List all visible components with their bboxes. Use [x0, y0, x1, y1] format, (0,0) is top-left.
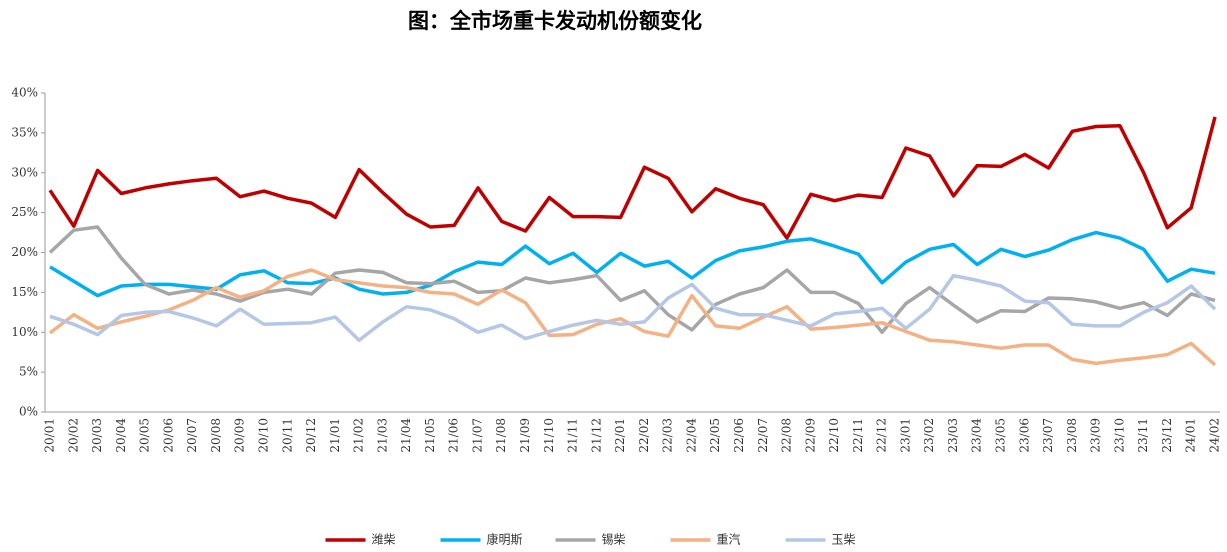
x-tick-label: 23/12 [1160, 418, 1174, 453]
x-tick-label: 21/12 [589, 418, 603, 453]
x-tick-label: 20/09 [233, 418, 247, 453]
series-line [48, 268, 1217, 367]
x-tick-label: 20/10 [256, 418, 270, 453]
chart-title: 图：全市场重卡发动机份额变化 [408, 9, 702, 33]
y-tick-label: 10% [11, 325, 38, 339]
y-tick-label: 0% [19, 405, 38, 419]
x-tick-label: 22/01 [613, 418, 627, 453]
y-tick-label: 40% [11, 86, 38, 100]
x-tick-label: 20/12 [304, 418, 318, 453]
x-tick-label: 20/03 [90, 418, 104, 453]
x-tick-label: 24/01 [1184, 418, 1198, 453]
x-tick-label: 21/11 [566, 418, 580, 453]
x-tick-label: 20/11 [280, 418, 294, 453]
x-tick-label: 22/09 [803, 418, 817, 453]
x-tick-label: 23/08 [1065, 418, 1079, 453]
x-tick-label: 22/07 [756, 418, 770, 453]
series-line [49, 230, 1216, 298]
x-tick-label: 21/09 [518, 418, 532, 453]
x-tick-label: 22/10 [827, 418, 841, 453]
x-tick-label: 23/06 [1017, 418, 1031, 453]
x-tick-label: 23/01 [898, 418, 912, 453]
x-tick-label: 23/11 [1136, 418, 1150, 453]
x-tick-label: 20/04 [114, 418, 128, 453]
x-tick-label: 23/07 [1041, 418, 1055, 453]
x-tick-label: 21/07 [470, 418, 484, 453]
y-tick-label: 35% [11, 125, 38, 139]
legend-label: 玉柴 [832, 533, 856, 547]
y-tick-label: 20% [11, 245, 38, 259]
x-tick-label: 21/10 [542, 418, 556, 453]
x-tick-label: 20/06 [161, 418, 175, 453]
legend-label: 重汽 [717, 532, 741, 547]
legend-label: 锡柴 [602, 532, 626, 547]
legend-label: 康明斯 [487, 532, 523, 547]
x-tick-label: 22/03 [661, 418, 675, 453]
y-tick-label: 5% [19, 365, 38, 379]
x-tick-label: 21/03 [375, 418, 389, 453]
x-tick-label: 22/12 [875, 418, 889, 453]
x-tick-label: 24/02 [1208, 418, 1222, 453]
x-tick-label: 22/02 [637, 418, 651, 453]
x-tick-label: 21/01 [328, 418, 342, 453]
x-tick-label: 22/08 [780, 418, 794, 453]
x-tick-label: 20/08 [209, 418, 223, 453]
x-tick-label: 21/04 [399, 418, 413, 453]
series-line [48, 116, 1217, 240]
x-tick-label: 23/09 [1089, 418, 1103, 453]
x-tick-label: 23/05 [994, 418, 1008, 453]
x-tick-label: 22/11 [851, 418, 865, 453]
x-tick-label: 23/03 [946, 418, 960, 453]
x-tick-label: 21/02 [352, 418, 366, 453]
y-tick-label: 30% [11, 165, 38, 179]
x-tick-label: 21/06 [447, 418, 461, 453]
legend-label: 潍柴 [372, 533, 396, 547]
x-tick-label: 21/08 [494, 418, 508, 453]
series-line [49, 273, 1217, 342]
y-tick-label: 15% [11, 285, 38, 299]
x-tick-label: 22/06 [732, 418, 746, 453]
x-tick-label: 22/05 [708, 418, 722, 453]
x-tick-label: 20/05 [138, 418, 152, 453]
x-tick-label: 20/01 [43, 418, 57, 453]
x-tick-label: 20/07 [185, 418, 199, 453]
x-tick-label: 23/02 [922, 418, 936, 453]
x-tick-label: 21/05 [423, 418, 437, 453]
y-tick-label: 25% [11, 205, 38, 219]
x-tick-label: 23/10 [1112, 418, 1126, 453]
series-line [48, 225, 1216, 335]
x-tick-label: 23/04 [970, 418, 984, 453]
x-tick-label: 22/04 [684, 418, 698, 453]
x-tick-label: 20/02 [66, 418, 80, 453]
